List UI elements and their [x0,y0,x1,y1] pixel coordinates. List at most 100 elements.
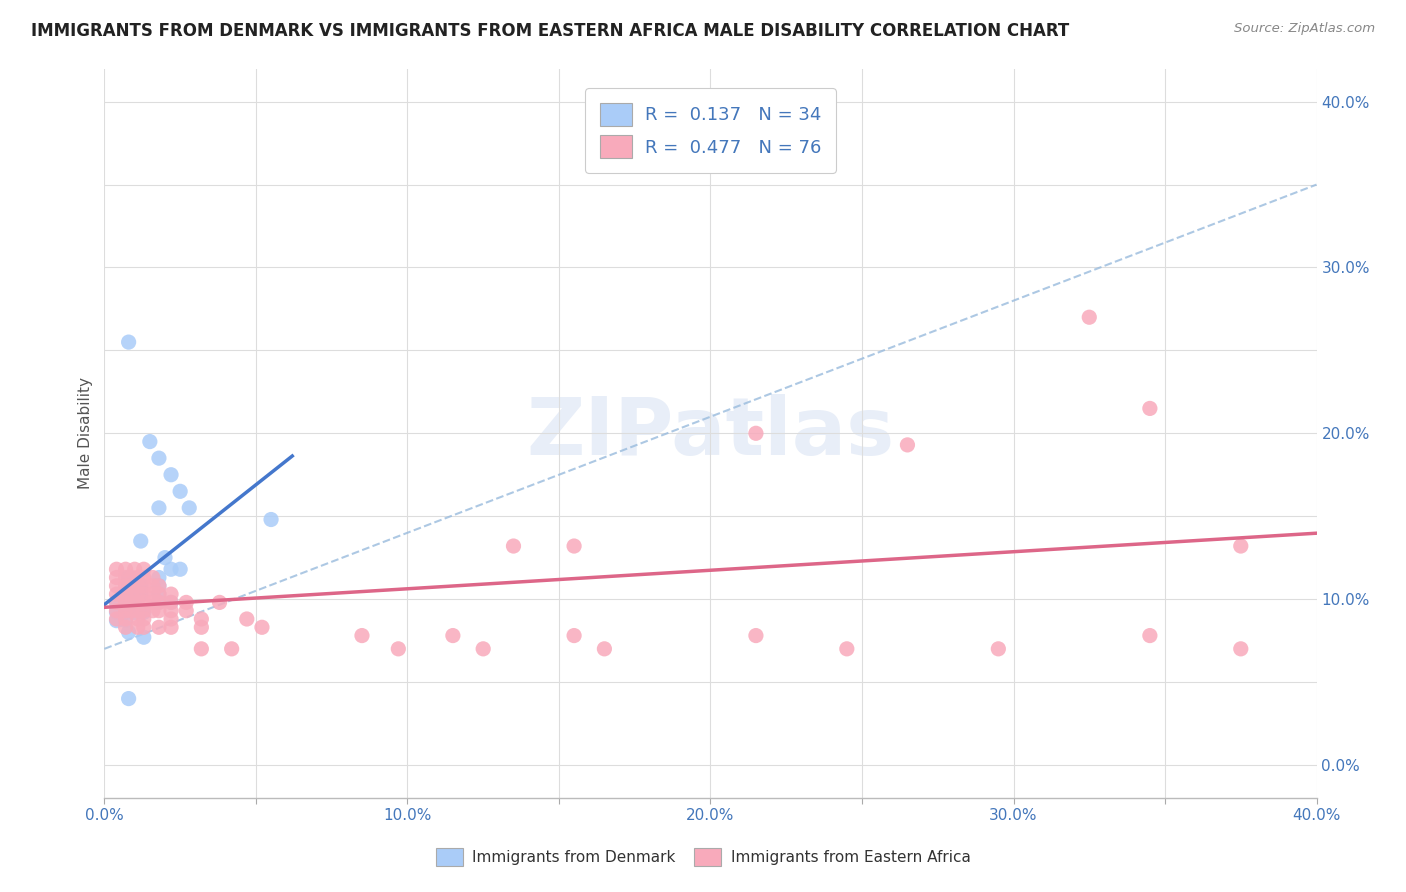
Point [1229,641,1251,656]
Point [169,562,191,576]
Point [190,641,212,656]
Point [148,587,170,601]
Legend: R =  0.137   N = 34, R =  0.477   N = 76: R = 0.137 N = 34, R = 0.477 N = 76 [585,88,835,173]
Point [105,604,128,618]
Point [153,550,176,565]
Point [117,587,139,601]
Point [221,641,243,656]
Point [114,579,136,593]
Point [1229,539,1251,553]
Point [387,641,409,656]
Point [160,620,183,634]
Point [593,641,616,656]
Point [105,570,128,584]
Point [250,620,273,634]
Point [117,625,139,640]
Point [121,604,143,618]
Point [117,691,139,706]
Point [127,620,149,634]
Point [124,562,146,576]
Y-axis label: Male Disability: Male Disability [79,377,93,490]
Point [127,612,149,626]
Point [350,629,373,643]
Point [121,595,143,609]
Point [260,512,283,526]
Point [160,467,183,482]
Point [472,641,495,656]
Point [129,534,152,549]
Point [160,587,183,601]
Point [121,579,143,593]
Text: ZIPatlas: ZIPatlas [526,394,894,472]
Point [142,579,165,593]
Point [236,612,259,626]
Point [1078,310,1101,325]
Point [132,604,155,618]
Point [142,604,165,618]
Point [208,595,231,609]
Point [117,579,139,593]
Point [148,620,170,634]
Point [114,604,136,618]
Point [148,451,170,466]
Point [114,612,136,626]
Point [148,595,170,609]
Point [148,587,170,601]
Point [174,604,197,618]
Point [117,335,139,350]
Point [114,562,136,576]
Point [835,641,858,656]
Point [121,587,143,601]
Point [148,579,170,593]
Point [441,629,464,643]
Point [105,612,128,626]
Point [132,570,155,584]
Point [562,539,585,553]
Point [132,587,155,601]
Point [148,604,170,618]
Point [105,595,128,609]
Point [105,579,128,593]
Point [160,612,183,626]
Point [169,484,191,499]
Point [114,614,136,628]
Point [1139,629,1161,643]
Point [139,434,162,449]
Point [114,595,136,609]
Point [132,579,155,593]
Point [127,570,149,584]
Point [127,579,149,593]
Point [132,595,155,609]
Point [142,595,165,609]
Point [148,500,170,515]
Point [129,587,152,601]
Point [132,620,155,634]
Point [148,595,170,609]
Point [502,539,524,553]
Point [142,570,165,584]
Point [105,562,128,576]
Point [190,612,212,626]
Point [132,630,155,644]
Point [174,595,197,609]
Point [105,587,128,601]
Point [105,614,128,628]
Point [105,595,128,609]
Legend: Immigrants from Denmark, Immigrants from Eastern Africa: Immigrants from Denmark, Immigrants from… [427,841,979,873]
Point [148,579,170,593]
Point [745,629,768,643]
Point [179,500,201,515]
Point [132,606,155,620]
Point [132,562,155,576]
Point [190,620,212,634]
Point [160,604,183,618]
Point [105,606,128,620]
Point [129,579,152,593]
Point [114,570,136,584]
Point [745,426,768,441]
Text: IMMIGRANTS FROM DENMARK VS IMMIGRANTS FROM EASTERN AFRICA MALE DISABILITY CORREL: IMMIGRANTS FROM DENMARK VS IMMIGRANTS FR… [31,22,1069,40]
Point [160,562,183,576]
Point [160,595,183,609]
Point [114,587,136,601]
Point [132,612,155,626]
